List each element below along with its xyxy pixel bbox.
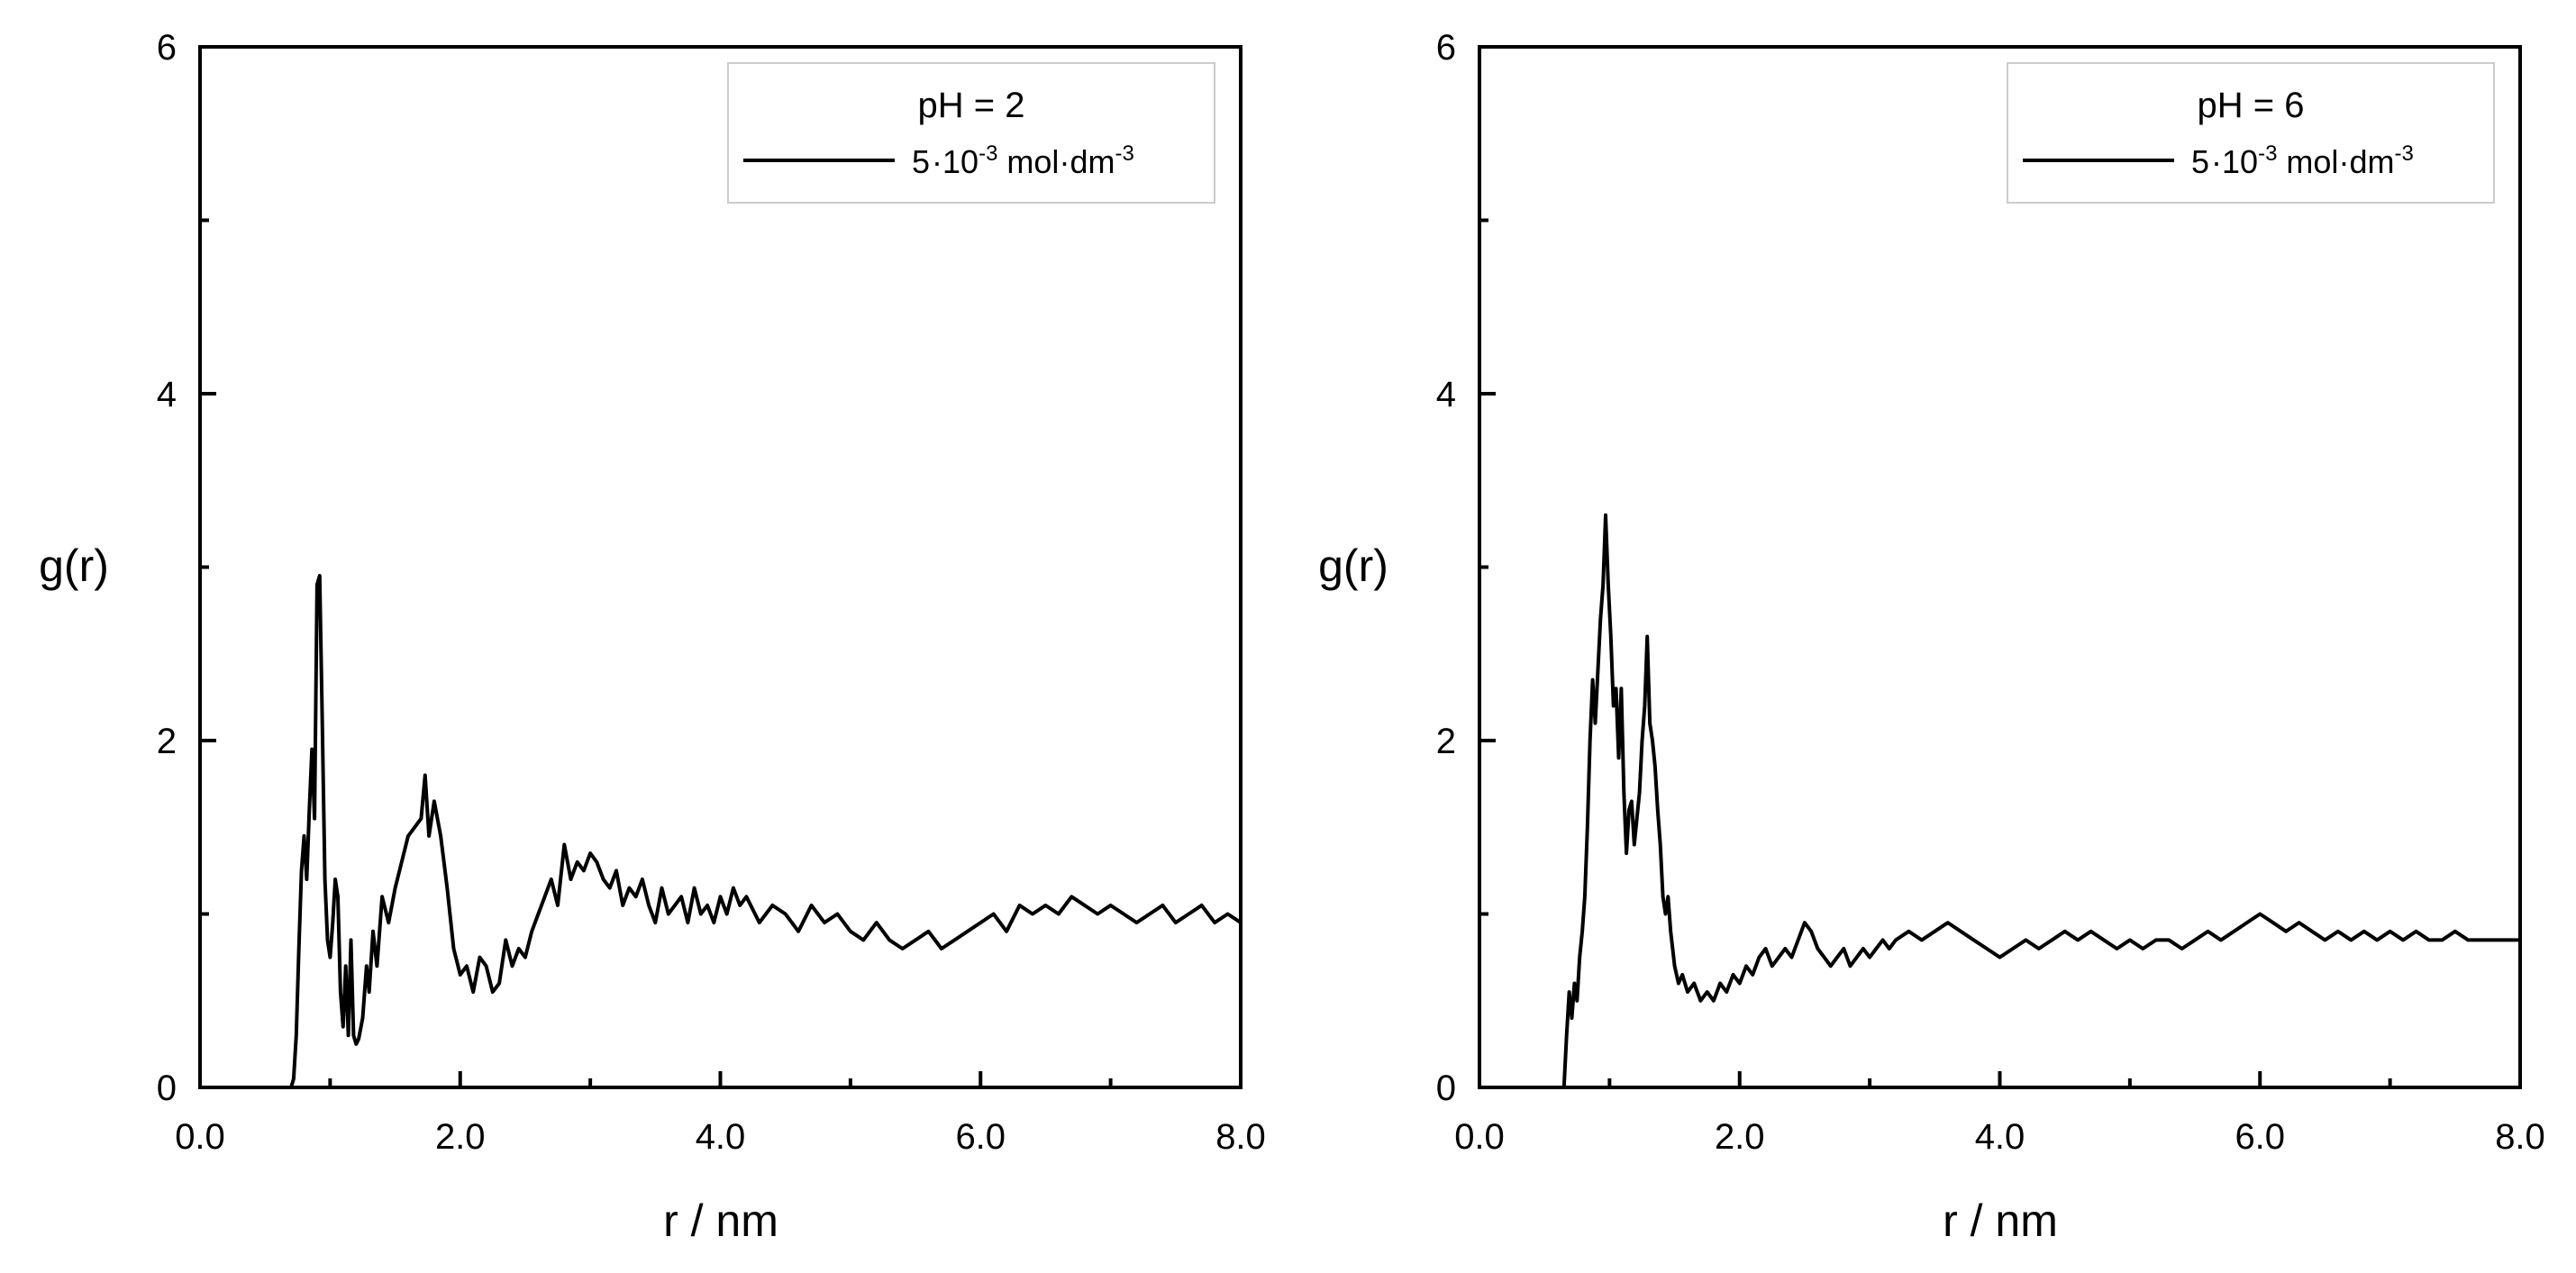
y-tick-label: 2 [157,722,177,761]
legend-box [2007,62,2495,204]
y-tick-label: 6 [157,28,177,68]
legend-entry-unit2-exponent: -3 [2394,141,2413,166]
y-tick-label: 2 [1436,722,1456,761]
x-ticks: 0.0 2.0 4.0 6.0 8.0 [175,1071,1266,1157]
x-tick-label: 4.0 [1975,1117,2025,1157]
x-tick-label: 2.0 [1715,1117,1765,1157]
legend-box [727,62,1215,204]
series-line [200,574,1242,1089]
legend-entry-label: 5·10-3 mol·dm-3 [2191,141,2414,180]
x-axis-label: r / nm [663,1196,778,1246]
legend-title: pH = 2 [918,86,1025,125]
y-tick-label: 4 [1436,375,1456,414]
legend-entry-base: 10 [2222,143,2258,180]
x-tick-label: 4.0 [696,1117,746,1157]
y-axis-label: g(r) [1318,541,1388,591]
x-ticks: 0.0 2.0 4.0 6.0 8.0 [1454,1071,2545,1157]
legend-entry-base: 10 [942,143,979,180]
legend-entry-label: 5·10-3 mol·dm-3 [912,141,1134,180]
legend-entry-mantissa: 5 [912,143,930,180]
legend: pH = 2 5·10-3 mol·dm-3 [727,62,1215,204]
legend-entry-exponent: -3 [979,141,997,166]
y-tick-label: 0 [157,1068,177,1108]
y-axis-label: g(r) [39,541,109,591]
legend-entry-unit2: dm [1070,143,1115,180]
legend-entry-mantissa: 5 [2191,143,2209,180]
x-tick-label: 0.0 [175,1117,225,1157]
legend-entry-unit: mol [2286,143,2338,180]
x-tick-label: 0.0 [1454,1117,1505,1157]
x-axis-label: r / nm [1943,1196,2058,1246]
x-tick-label: 8.0 [1215,1117,1266,1157]
legend-title: pH = 6 [2198,86,2305,125]
y-tick-label: 4 [157,375,177,414]
x-tick-label: 8.0 [2495,1117,2545,1157]
legend-entry-exponent: -3 [2258,141,2277,166]
y-ticks: 0 2 4 6 [1436,28,1496,1108]
y-tick-label: 6 [1436,28,1456,68]
legend-entry-unit2-exponent: -3 [1115,141,1133,166]
series-line [1479,513,2520,1089]
x-tick-label: 2.0 [435,1117,486,1157]
y-tick-label: 0 [1436,1068,1456,1108]
x-tick-label: 6.0 [2235,1117,2285,1157]
legend: pH = 6 5·10-3 mol·dm-3 [2007,62,2495,204]
x-tick-label: 6.0 [955,1117,1006,1157]
legend-entry-unit: mol [1006,143,1059,180]
legend-entry-unit2: dm [2349,143,2394,180]
